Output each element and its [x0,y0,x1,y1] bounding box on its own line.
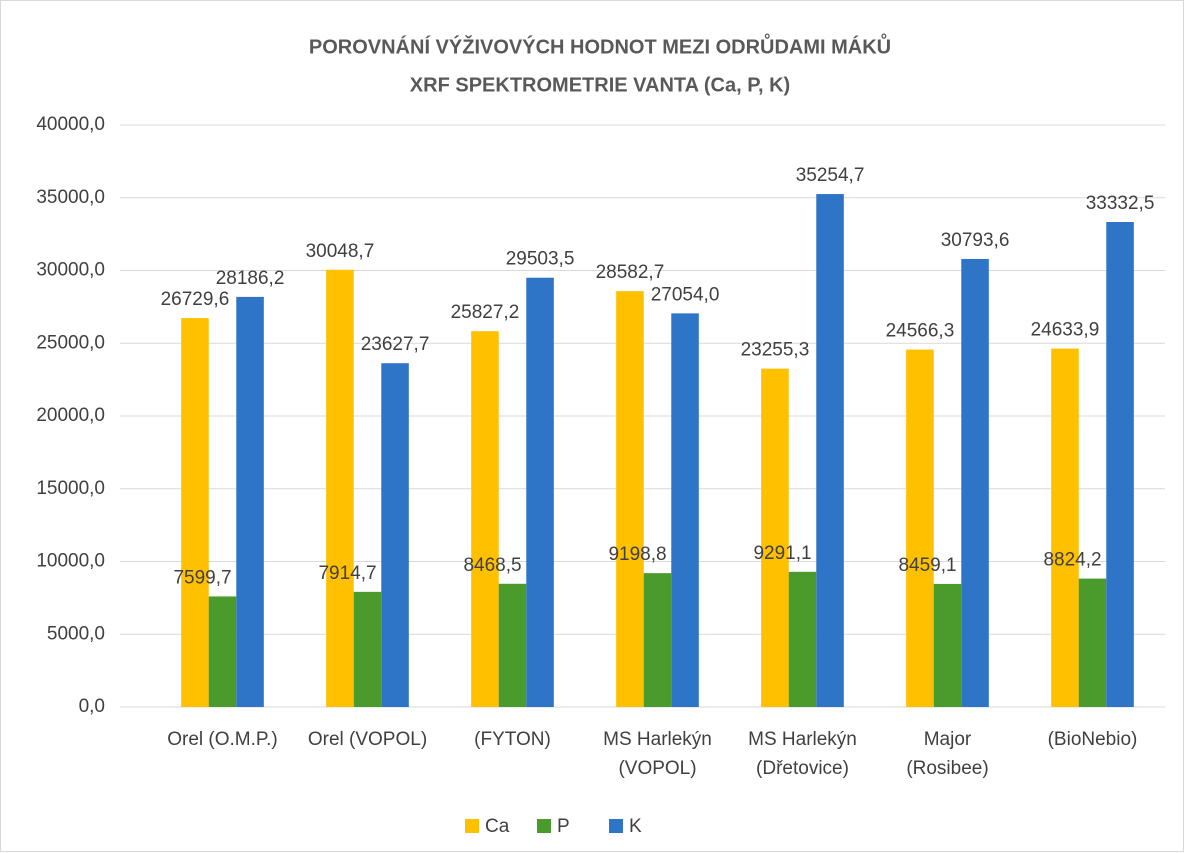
value-label: 8459,1 [898,555,956,576]
x-tick-label: (VOPOL) [618,758,696,779]
y-tick-label: 10000,0 [36,551,105,572]
bar [181,318,209,707]
value-label: 7599,7 [173,567,231,588]
y-tick-label: 40000,0 [36,114,105,135]
x-tick-label: (Rosibee) [906,758,988,779]
bar [381,363,409,707]
value-label: 9291,1 [753,543,811,564]
bar [761,368,789,707]
legend-swatch [609,819,623,833]
value-label: 24566,3 [886,321,955,342]
value-label: 8824,2 [1043,550,1101,571]
bar [1078,578,1107,707]
bar [933,583,962,707]
bar [236,296,264,707]
chart-title: POROVNÁNÍ VÝŽIVOVÝCH HODNOT MEZI ODRŮDAM… [309,32,891,58]
bar [616,291,644,707]
y-tick-label: 30000,0 [36,260,105,281]
value-label: 35254,7 [796,165,865,186]
value-label: 9198,8 [608,544,666,565]
value-label: 7914,7 [318,563,376,584]
bar [671,313,699,707]
value-label: 29503,5 [506,249,575,270]
value-label: 25827,2 [451,302,520,323]
x-tick-label: Major [924,729,972,750]
x-tick-label: (BioNebio) [1048,729,1138,750]
value-label: 33332,5 [1086,193,1155,214]
value-label: 27054,0 [651,284,720,305]
x-tick-label: MS Harlekýn [748,729,857,750]
y-tick-label: 5000,0 [47,623,105,644]
bar [208,596,237,707]
y-tick-label: 25000,0 [36,332,105,353]
legend-swatch [537,819,551,833]
legend-swatch [465,819,479,833]
x-tick-label: Orel (O.M.P.) [167,729,278,750]
value-label: 26729,6 [161,289,230,310]
value-label: 30793,6 [941,230,1010,251]
value-label: 28582,7 [596,262,665,283]
value-label: 24633,9 [1031,320,1100,341]
bar [961,258,989,707]
value-label: 23255,3 [741,340,810,361]
value-label: 23627,7 [361,334,430,355]
value-label: 28186,2 [216,268,285,289]
x-tick-label: Orel (VOPOL) [308,729,427,750]
y-tick-label: 0,0 [79,696,105,717]
bar [1051,348,1079,707]
bar [1106,222,1134,707]
bar [471,331,499,707]
y-tick-label: 20000,0 [36,405,105,426]
value-label: 8468,5 [463,555,521,576]
bar [816,194,844,707]
legend-label: P [557,816,570,837]
legend-label: K [629,816,642,837]
bar [526,277,554,707]
bar [788,571,817,707]
x-tick-label: (Dřetovice) [756,758,849,779]
y-tick-label: 35000,0 [36,187,105,208]
bar [643,573,672,707]
x-tick-label: MS Harlekýn [603,729,712,750]
bar [353,591,382,707]
legend-label: Ca [485,816,510,837]
chart-subtitle: XRF SPEKTROMETRIE VANTA (Ca, P, K) [410,74,790,96]
bar [906,349,934,707]
value-label: 30048,7 [306,241,375,262]
bar [326,269,354,707]
y-tick-label: 15000,0 [36,478,105,499]
x-tick-label: (FYTON) [474,729,551,750]
bar [498,583,527,707]
